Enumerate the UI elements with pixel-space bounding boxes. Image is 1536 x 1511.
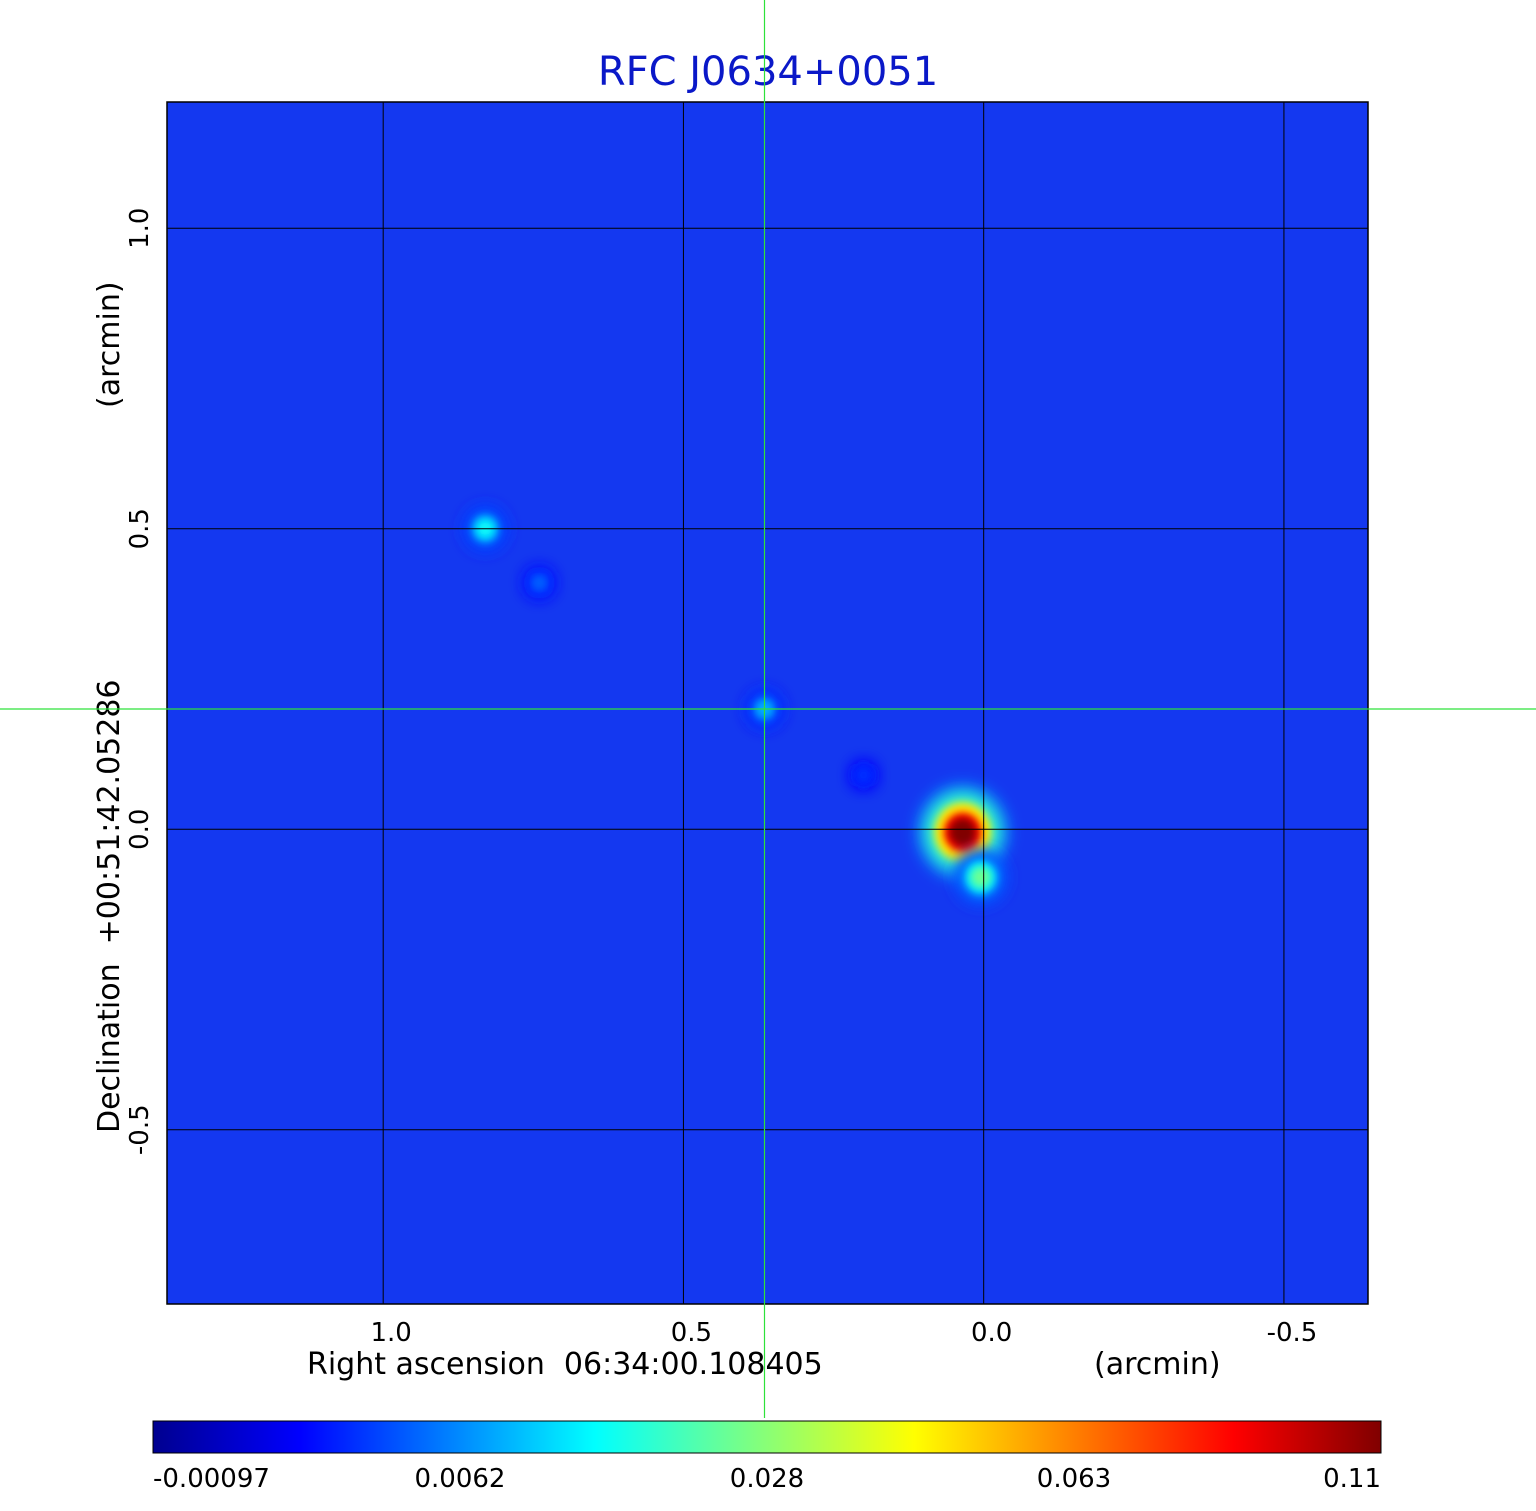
y-axis-unit: (arcmin) xyxy=(92,281,127,408)
component-level xyxy=(949,818,976,846)
radio-image xyxy=(463,506,1008,905)
x-tick-label: 0.5 xyxy=(671,1318,712,1348)
component-level xyxy=(973,869,989,886)
colorbar-tick-label: 0.028 xyxy=(730,1464,804,1494)
plot-area xyxy=(166,101,1369,1305)
colorbar-tick-label: 0.11 xyxy=(1323,1464,1381,1494)
source-component xyxy=(955,850,1007,905)
colorbar-tick-label: 0.0062 xyxy=(415,1464,506,1494)
chart-title: RFC J0634+0051 xyxy=(598,49,938,95)
component-level xyxy=(859,770,868,780)
source-component xyxy=(849,760,878,790)
x-axis-unit: (arcmin) xyxy=(1094,1347,1221,1382)
y-tick-label: 0.0 xyxy=(125,809,155,850)
plot-frame xyxy=(166,101,1369,1305)
y-axis-label: Declination +00:51:42.05286 xyxy=(92,679,127,1133)
crosshair xyxy=(0,0,1536,1418)
x-axis-label: Right ascension 06:34:00.108405 xyxy=(307,1347,823,1382)
colorbar-tick-label: 0.063 xyxy=(1037,1464,1111,1494)
component-level xyxy=(534,578,544,588)
x-tick-label: -0.5 xyxy=(1267,1318,1318,1348)
colorbar-gradient xyxy=(152,1420,1382,1454)
y-tick-label: -0.5 xyxy=(125,1104,155,1155)
coordinate-grid xyxy=(167,102,1368,1304)
y-tick-label: 1.0 xyxy=(125,208,155,249)
colorbar-tick-label: -0.00097 xyxy=(153,1464,270,1494)
x-tick-label: 1.0 xyxy=(371,1318,412,1348)
tick-labels: 1.0 0.5 0.0 -0.5 1.0 0.5 0.0 -0.5 xyxy=(125,208,1317,1348)
colorbar: -0.00097 0.0062 0.028 0.063 0.11 xyxy=(152,1420,1382,1494)
y-tick-label: 0.5 xyxy=(125,508,155,549)
x-tick-label: 0.0 xyxy=(971,1318,1012,1348)
source-component xyxy=(523,566,555,600)
colorbar-ticks: -0.00097 0.0062 0.028 0.063 0.11 xyxy=(153,1464,1381,1494)
